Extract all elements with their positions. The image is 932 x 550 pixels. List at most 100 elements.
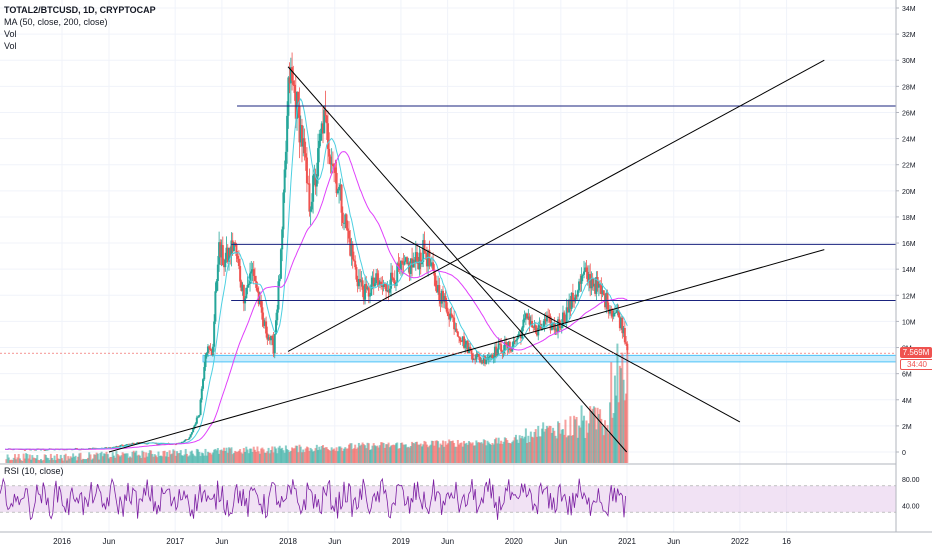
volume-bar [422,444,425,463]
candle-body [242,285,245,304]
candle-body [617,310,620,318]
volume-bar [409,446,412,463]
candle-body [498,343,501,345]
symbol-title[interactable]: TOTAL2/BTCUSD, 1D, CRYPTOCAP [4,5,156,15]
volume-bar [548,425,551,463]
volume-bar [232,452,235,463]
candle-body [409,258,412,274]
volume-bar [46,457,49,463]
ma-indicator-label[interactable]: MA (50, close, 200, close) [4,17,108,27]
volume-bar [32,457,35,463]
volume-bar [510,443,513,463]
volume-bar [475,440,478,463]
volume-bar [345,448,348,463]
price-axis[interactable]: 02M4M6M8M10M12M14M16M18M20M22M24M26M28M3… [896,6,916,457]
candle-body [329,156,332,165]
volume-bar [411,441,414,463]
volume-bar [625,393,628,463]
volume-bar [204,448,207,463]
last-price-tag: 7.569M [900,347,932,359]
volume-bar [487,442,490,463]
candle-body [466,340,469,354]
candle-body [319,133,322,141]
candle-body [492,357,495,359]
candle-body [423,240,426,253]
volume-bar [320,445,323,463]
candle-body [615,312,618,314]
volume-bar [281,447,284,463]
volume-indicator-label-2[interactable]: Vol [4,41,17,51]
candle-body [510,350,513,352]
candle-body [361,280,364,290]
volume-bar [391,445,394,463]
volume-bar [325,447,328,463]
volume-indicator-label[interactable]: Vol [4,29,17,39]
candle-body [445,302,448,312]
volume-bar [518,435,521,463]
volume-bar [99,453,102,463]
volume-bar [95,452,98,463]
trendline [108,249,825,453]
volume-bar [246,449,249,463]
volume-bar [346,448,349,463]
volume-bar [230,447,233,463]
volume-bar [48,460,51,463]
time-axis[interactable]: 2016 Jun 2017 Jun 2018 Jun 2019 Jun 2020 Jun 2021 J… [53,537,791,546]
candle-body [508,341,511,351]
volume-bar [121,452,124,463]
volume-bar [618,365,621,463]
candle-body [404,257,407,262]
horizontal-levels [231,105,896,302]
volume-bar [142,451,145,463]
volume-bar [492,444,495,463]
volume-bar [91,458,94,463]
candle-body [192,428,195,433]
volume-bar [234,450,237,463]
candle-body [183,440,186,442]
volume-bar [173,450,176,463]
volume-bar [386,444,389,463]
volume-bar [312,451,315,463]
volume-bar [558,422,561,463]
volume-bar [190,450,193,463]
candle-body [146,443,149,445]
volume-bar [349,443,352,463]
candle-body [218,242,221,265]
volume-bar [498,443,501,463]
volume-bar [356,447,359,463]
candle-body [137,442,140,444]
volume-bar [155,455,158,463]
candle-body [270,335,273,341]
volume-bar [568,435,571,463]
candle-body [519,333,522,339]
rsi-indicator-label[interactable]: RSI (10, close) [4,466,64,476]
y-tick-label: 2M [902,424,912,431]
candle-body [235,244,238,256]
volume-bar [256,446,259,463]
candle-body [364,284,367,300]
volume-bar [265,452,268,463]
candle-body [495,346,498,356]
candle-body [275,320,278,335]
candle-body [402,263,405,265]
candle-body [53,449,56,451]
candle-body [283,169,286,193]
candle-body [310,201,313,210]
volume-bar [151,453,154,463]
volume-bar [209,452,212,463]
volume-bar [584,437,587,463]
volume-bar [542,422,545,463]
y-tick-label: 30M [902,58,916,65]
volume-bar [336,451,339,463]
volume-bar [528,442,531,463]
volume-bar [370,449,373,463]
candle-body [246,285,249,288]
volume-bar [340,447,343,463]
volume-bar [84,459,87,463]
volume-bar [610,362,613,463]
candle-body [625,342,628,344]
candle-body [278,278,281,282]
rsi-line [0,477,626,521]
candle-body [293,84,296,93]
x-tick-label: Jun [667,537,680,546]
